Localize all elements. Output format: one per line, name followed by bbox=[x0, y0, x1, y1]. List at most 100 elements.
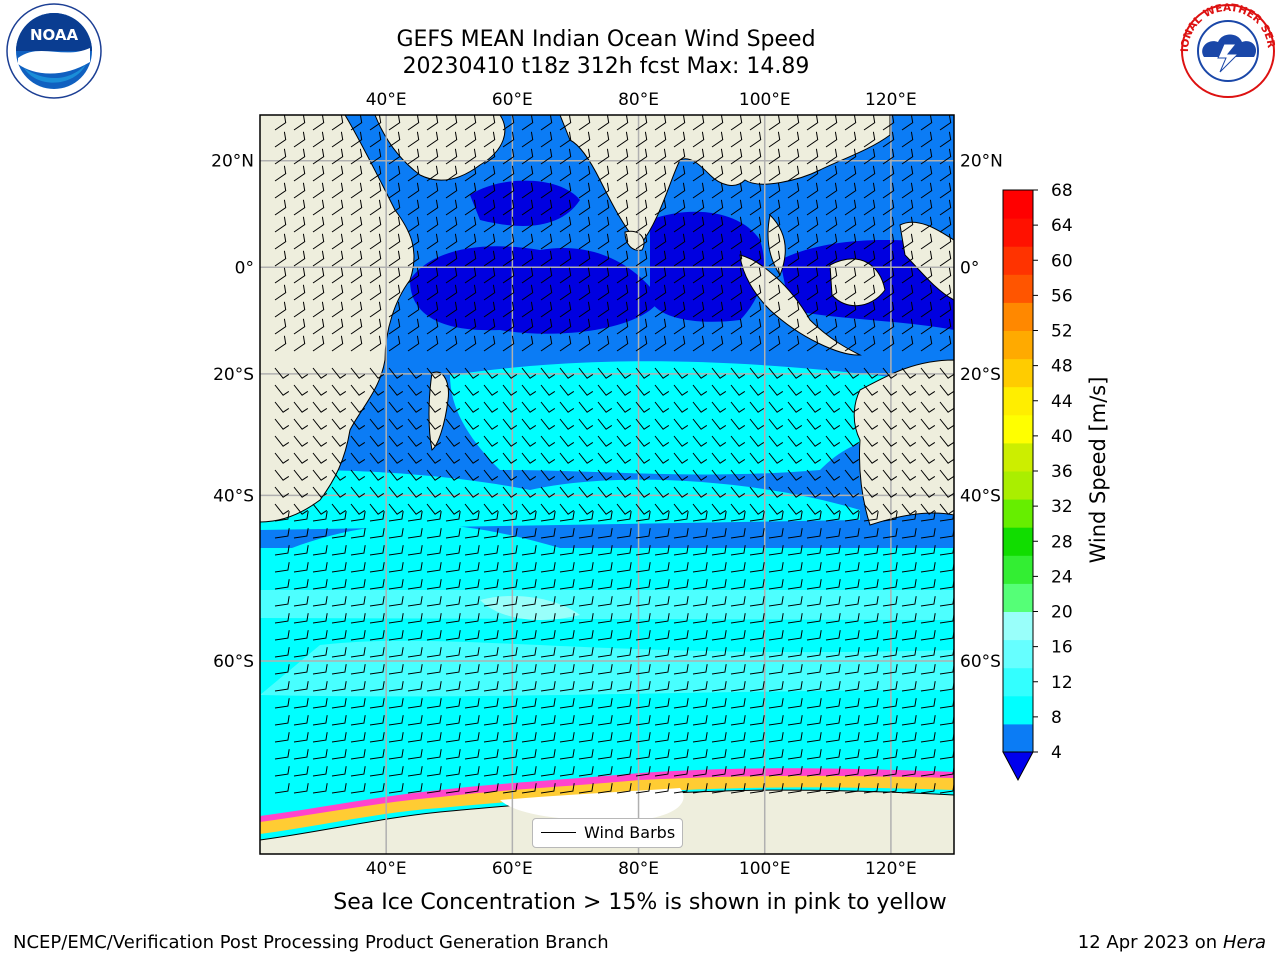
lon-label-top: 60°E bbox=[492, 90, 533, 110]
wind-barb bbox=[901, 301, 914, 318]
wind-barb bbox=[654, 165, 667, 182]
wind-barb bbox=[806, 766, 822, 777]
wind-barb bbox=[540, 435, 556, 447]
wind-barb bbox=[293, 681, 309, 692]
wind-barb bbox=[293, 766, 309, 777]
wind-barb bbox=[293, 301, 306, 318]
wind-barb bbox=[616, 182, 629, 199]
wind-barb bbox=[350, 216, 363, 233]
wind-barb bbox=[369, 148, 382, 165]
wind-barb bbox=[464, 732, 480, 743]
wind-barb bbox=[787, 401, 803, 413]
wind-barb bbox=[578, 250, 591, 267]
wind-barb bbox=[521, 486, 537, 498]
wind-barb bbox=[920, 418, 936, 430]
wind-barb bbox=[654, 435, 670, 447]
wind-barb bbox=[388, 216, 401, 233]
wind-barb bbox=[426, 165, 439, 182]
wind-barb bbox=[274, 165, 287, 182]
wind-barb bbox=[901, 250, 914, 267]
wind-barb bbox=[863, 783, 879, 794]
wind-barb bbox=[711, 384, 727, 396]
wind-barb bbox=[597, 335, 610, 352]
map-frame bbox=[259, 114, 955, 855]
wind-barb bbox=[331, 182, 344, 199]
wind-barb bbox=[635, 486, 651, 498]
wind-barb bbox=[445, 384, 461, 396]
wind-barb bbox=[806, 596, 822, 607]
colorbar-segment bbox=[1003, 527, 1033, 556]
wind-barb bbox=[540, 401, 556, 413]
wind-barb bbox=[711, 233, 724, 250]
wind-barb bbox=[350, 647, 366, 658]
wind-barb bbox=[825, 335, 838, 352]
colorbar-tick-label: 68 bbox=[1051, 181, 1073, 201]
wind-barb bbox=[749, 698, 765, 709]
wind-barb bbox=[673, 503, 689, 515]
wind-barb bbox=[502, 335, 515, 352]
wind-barb bbox=[882, 435, 898, 447]
wind-barb bbox=[749, 664, 765, 675]
wind-barb bbox=[901, 284, 914, 301]
wind-barb bbox=[388, 469, 404, 481]
wind-barb bbox=[882, 486, 898, 498]
wind-barb bbox=[483, 732, 499, 743]
wind-barb bbox=[426, 182, 439, 199]
wind-barb bbox=[521, 630, 537, 641]
wind-barb bbox=[635, 418, 651, 430]
wind-barb bbox=[806, 698, 822, 709]
wind-barb bbox=[426, 613, 442, 624]
wind-barb bbox=[293, 596, 309, 607]
wind-barb bbox=[597, 664, 613, 675]
colorbar-tick-label: 44 bbox=[1051, 392, 1073, 412]
wind-barb bbox=[578, 647, 594, 658]
wind-barb bbox=[692, 545, 708, 556]
wind-barb bbox=[749, 115, 762, 131]
wind-barb bbox=[350, 401, 366, 413]
wind-barb bbox=[920, 452, 936, 464]
wind-barb bbox=[312, 486, 328, 498]
wind-barb bbox=[787, 545, 803, 556]
wind-barb bbox=[540, 469, 556, 481]
colorbar-segment bbox=[1003, 246, 1033, 275]
wind-barb bbox=[445, 418, 461, 430]
wind-barb bbox=[559, 766, 575, 777]
wind-barb bbox=[654, 562, 670, 573]
wind-barb bbox=[749, 401, 765, 413]
wind-barb bbox=[293, 469, 309, 481]
wind-barb bbox=[559, 749, 575, 760]
wind-barb bbox=[502, 630, 518, 641]
wind-barb bbox=[369, 250, 382, 267]
wind-barb bbox=[901, 318, 914, 335]
wind-barb bbox=[844, 732, 860, 743]
wind-barb bbox=[578, 148, 591, 165]
wind-barb bbox=[559, 732, 575, 743]
wind-barb bbox=[540, 511, 556, 522]
wind-barb bbox=[350, 199, 363, 216]
wind-barb bbox=[635, 783, 651, 794]
wind-barb bbox=[616, 199, 629, 216]
wind-barb bbox=[806, 148, 819, 165]
wind-barb bbox=[540, 452, 556, 464]
wind-barb bbox=[692, 452, 708, 464]
wind-barb bbox=[692, 511, 708, 522]
wind-barb bbox=[464, 613, 480, 624]
wind-barb bbox=[388, 233, 401, 250]
wind-barb bbox=[730, 681, 746, 692]
wind-barb bbox=[920, 579, 936, 590]
wind-barb bbox=[635, 630, 651, 641]
wind-barb bbox=[559, 613, 575, 624]
wind-barb bbox=[388, 284, 401, 301]
wind-barb bbox=[502, 165, 515, 182]
wind-barb bbox=[369, 199, 382, 216]
wind-barb bbox=[654, 418, 670, 430]
arabia-landmass bbox=[374, 115, 506, 181]
wind-barb bbox=[825, 579, 841, 590]
wind-barb bbox=[559, 486, 575, 498]
wind-barb bbox=[293, 452, 309, 464]
nws-logo: NATIONAL WEATHER SERVICE bbox=[1178, 2, 1277, 98]
wind-barb bbox=[407, 766, 423, 777]
wind-barb bbox=[559, 233, 572, 250]
wind-barb bbox=[711, 545, 727, 556]
wind-barb bbox=[521, 318, 534, 335]
